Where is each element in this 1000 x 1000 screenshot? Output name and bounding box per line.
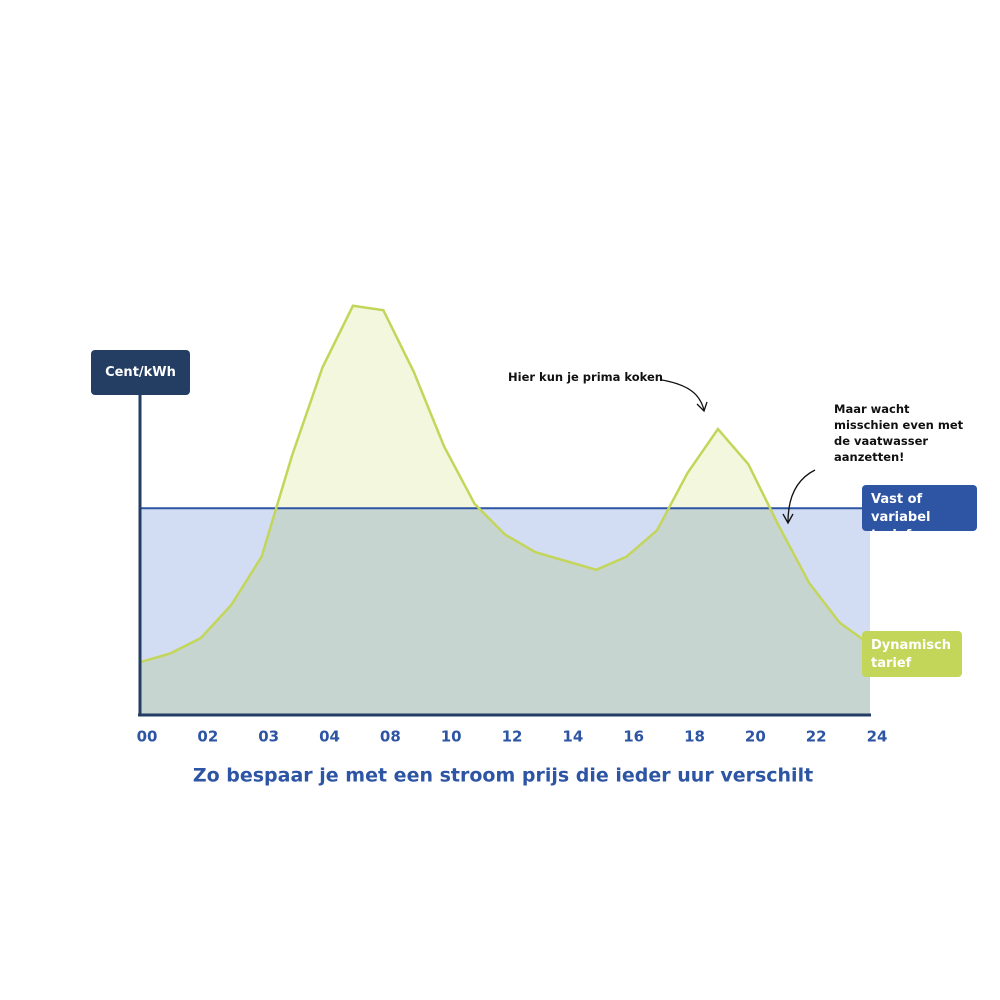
legend-entry: Vast of variabel tarief bbox=[862, 485, 977, 543]
x-tick-label: 16 bbox=[623, 728, 644, 746]
arrow bbox=[787, 469, 816, 523]
annotation: Maar wacht misschien even met de vaatwas… bbox=[834, 402, 964, 464]
x-tick-label: 18 bbox=[684, 728, 705, 746]
legend-entry: Dynamisch tarief bbox=[862, 631, 962, 677]
x-tick-label: 00 bbox=[137, 728, 158, 746]
x-tick-label: 14 bbox=[562, 728, 583, 746]
x-tick-label: 20 bbox=[745, 728, 766, 746]
annotation: Hier kun je prima koken bbox=[508, 370, 663, 384]
x-tick-label: 22 bbox=[806, 728, 827, 746]
x-tick-label: 04 bbox=[319, 728, 340, 746]
arrow-head bbox=[782, 513, 794, 525]
x-tick-label: 10 bbox=[441, 728, 462, 746]
x-tick-label: 12 bbox=[502, 728, 523, 746]
x-tick-label: 03 bbox=[258, 728, 279, 746]
x-tick-label: 08 bbox=[380, 728, 401, 746]
chart-title: Zo bespaar je met een stroom prijs die i… bbox=[193, 765, 813, 787]
series-line bbox=[139, 304, 871, 664]
area bbox=[140, 305, 870, 715]
arrow bbox=[661, 379, 705, 411]
y-axis-label: Cent/kWh bbox=[91, 350, 190, 395]
x-tick-label: 02 bbox=[197, 728, 218, 746]
x-tick-label: 24 bbox=[867, 728, 888, 746]
arrow-head bbox=[696, 401, 708, 413]
